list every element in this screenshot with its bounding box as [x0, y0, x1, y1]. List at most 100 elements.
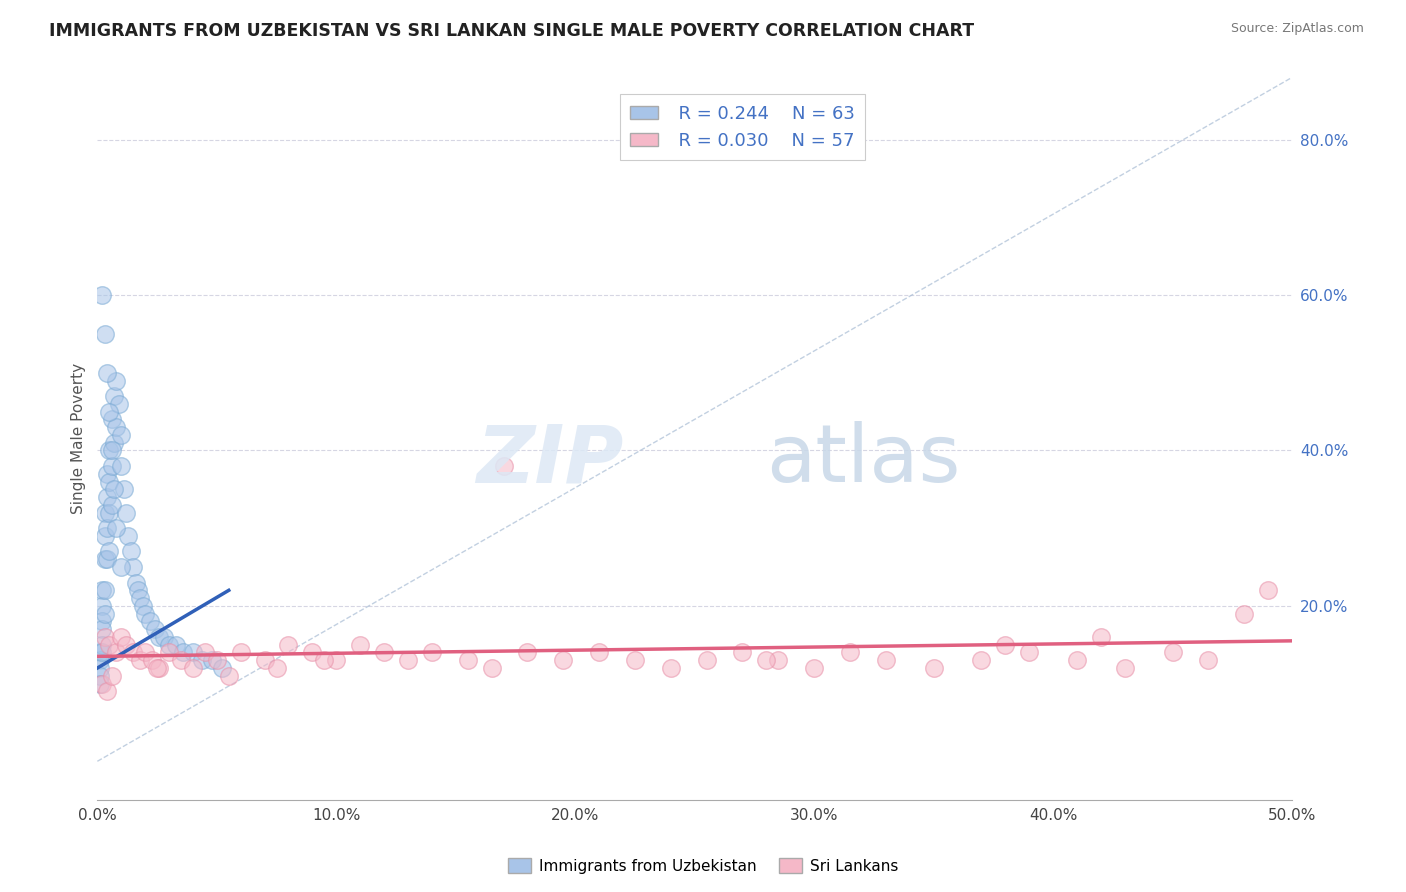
- Point: [201, 653, 224, 667]
- Point: [588, 645, 610, 659]
- Legend:   R = 0.244    N = 63,   R = 0.030    N = 57: R = 0.244 N = 63, R = 0.030 N = 57: [620, 94, 865, 161]
- Point: [396, 653, 419, 667]
- Point: [103, 389, 125, 403]
- Point: [93, 607, 115, 621]
- Point: [93, 583, 115, 598]
- Point: [165, 638, 187, 652]
- Point: [516, 645, 538, 659]
- Point: [91, 622, 114, 636]
- Point: [141, 653, 163, 667]
- Point: [110, 560, 132, 574]
- Point: [127, 583, 149, 598]
- Point: [120, 544, 142, 558]
- Point: [91, 288, 114, 302]
- Point: [731, 645, 754, 659]
- Point: [100, 458, 122, 473]
- Point: [117, 529, 139, 543]
- Point: [143, 622, 166, 636]
- Point: [492, 458, 515, 473]
- Point: [96, 552, 118, 566]
- Point: [96, 467, 118, 481]
- Point: [134, 645, 156, 659]
- Point: [98, 544, 121, 558]
- Point: [89, 653, 111, 667]
- Point: [170, 653, 193, 667]
- Point: [89, 645, 111, 659]
- Point: [768, 653, 790, 667]
- Point: [129, 591, 152, 606]
- Point: [153, 630, 176, 644]
- Point: [122, 560, 145, 574]
- Point: [1090, 630, 1112, 644]
- Point: [100, 498, 122, 512]
- Point: [266, 661, 288, 675]
- Point: [301, 645, 323, 659]
- Point: [139, 615, 162, 629]
- Point: [91, 645, 114, 659]
- Text: atlas: atlas: [766, 422, 960, 500]
- Point: [91, 583, 114, 598]
- Point: [98, 475, 121, 489]
- Point: [103, 483, 125, 497]
- Point: [93, 552, 115, 566]
- Point: [191, 653, 214, 667]
- Point: [755, 653, 778, 667]
- Point: [970, 653, 993, 667]
- Point: [115, 506, 138, 520]
- Point: [803, 661, 825, 675]
- Point: [229, 645, 252, 659]
- Point: [96, 521, 118, 535]
- Point: [624, 653, 647, 667]
- Point: [148, 661, 170, 675]
- Point: [1114, 661, 1136, 675]
- Point: [108, 397, 131, 411]
- Point: [100, 443, 122, 458]
- Point: [122, 645, 145, 659]
- Point: [132, 599, 155, 613]
- Point: [146, 661, 169, 675]
- Point: [98, 506, 121, 520]
- Point: [457, 653, 479, 667]
- Point: [553, 653, 575, 667]
- Point: [253, 653, 276, 667]
- Point: [181, 661, 204, 675]
- Point: [98, 443, 121, 458]
- Point: [100, 669, 122, 683]
- Y-axis label: Single Male Poverty: Single Male Poverty: [72, 363, 86, 515]
- Point: [1066, 653, 1088, 667]
- Point: [91, 599, 114, 613]
- Point: [481, 661, 503, 675]
- Point: [110, 458, 132, 473]
- Point: [96, 490, 118, 504]
- Point: [98, 404, 121, 418]
- Point: [91, 676, 114, 690]
- Point: [172, 645, 194, 659]
- Point: [420, 645, 443, 659]
- Point: [115, 638, 138, 652]
- Point: [110, 630, 132, 644]
- Point: [205, 653, 228, 667]
- Point: [89, 661, 111, 675]
- Point: [105, 521, 128, 535]
- Point: [922, 661, 945, 675]
- Point: [194, 645, 217, 659]
- Point: [314, 653, 336, 667]
- Text: IMMIGRANTS FROM UZBEKISTAN VS SRI LANKAN SINGLE MALE POVERTY CORRELATION CHART: IMMIGRANTS FROM UZBEKISTAN VS SRI LANKAN…: [49, 22, 974, 40]
- Point: [1018, 645, 1040, 659]
- Point: [1233, 607, 1256, 621]
- Point: [91, 638, 114, 652]
- Point: [93, 529, 115, 543]
- Point: [110, 428, 132, 442]
- Point: [105, 645, 128, 659]
- Point: [105, 374, 128, 388]
- Point: [129, 653, 152, 667]
- Point: [148, 630, 170, 644]
- Point: [157, 638, 180, 652]
- Point: [181, 645, 204, 659]
- Point: [349, 638, 371, 652]
- Point: [105, 420, 128, 434]
- Point: [96, 684, 118, 698]
- Point: [659, 661, 682, 675]
- Point: [994, 638, 1017, 652]
- Point: [875, 653, 897, 667]
